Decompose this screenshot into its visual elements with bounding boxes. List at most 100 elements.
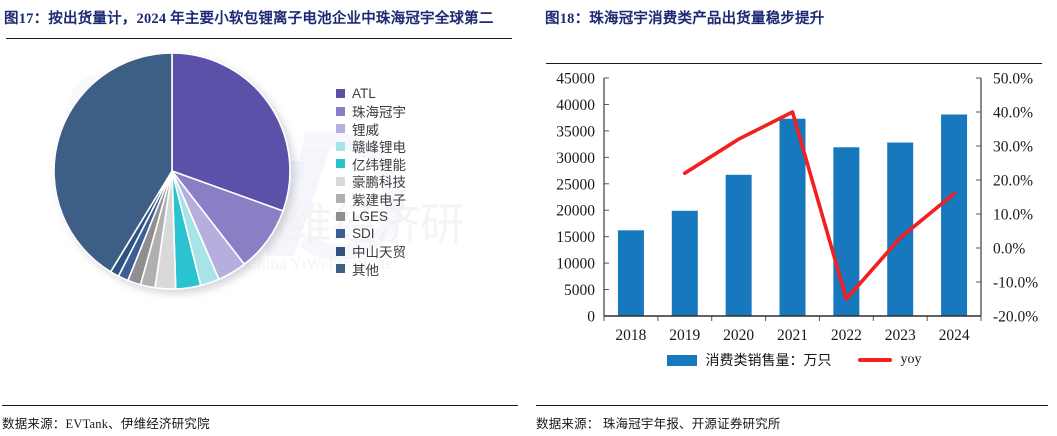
pie-legend-item: 珠海冠宇 [336, 103, 406, 121]
chart-axes [603, 78, 982, 317]
yoy-line [683, 110, 956, 301]
x-axis-tick-label: 2020 [723, 327, 754, 344]
pie-legend-swatch [336, 211, 345, 221]
bar-chart-legend: 消费类销售量：万只 yoy [538, 350, 1050, 370]
left-axis-tick-labels: 0 5000 10000 15000 20000 25000 30000 35000 40000… [556, 71, 595, 326]
bar-chart-area: 0 5000 10000 15000 20000 25000 30000 35000 40000… [538, 68, 1050, 398]
pie-slices [53, 52, 291, 290]
pie-legend-swatch [336, 194, 345, 204]
pie-legend-swatch [336, 89, 345, 99]
figure-17-panel: 图17：按出货量计，2024 年主要小软包锂离子电池企业中珠海冠宇全球第二 [0, 0, 528, 436]
figure-18-title: 图18：珠海冠宇消费类产品出货量稳步提升 [545, 11, 825, 27]
pie-legend-label: SDI [352, 226, 375, 242]
x-axis-tick-label: 2021 [777, 327, 808, 344]
legend-line-label: yoy [900, 352, 922, 367]
line-series [683, 110, 956, 301]
pie-chart [50, 49, 300, 299]
pie-legend-item: SDI [336, 225, 406, 243]
pie-legend-swatch [336, 229, 345, 239]
pie-legend-item: ATL [336, 85, 406, 103]
bar [725, 174, 752, 316]
right-axis-tick-label: 0.0% [993, 241, 1025, 258]
legend-item-bar: 消费类销售量：万只 [666, 350, 832, 370]
left-axis-tick-label: 20000 [556, 203, 595, 220]
left-axis-tick-label: 30000 [556, 150, 595, 167]
pie-legend-label: 亿纬锂能 [352, 157, 406, 173]
left-axis-tick-label: 0 [587, 309, 595, 326]
bar [671, 210, 698, 316]
legend-line-swatch [857, 358, 892, 362]
x-axis-tick-label: 2023 [885, 327, 916, 344]
pie-legend-item: 豪鹏科技 [336, 173, 406, 191]
bar [941, 114, 968, 316]
pie-legend-label: ATL [352, 86, 376, 102]
pie-legend-label: 紫建电子 [352, 192, 406, 208]
figure-17-title-rule [6, 38, 512, 39]
pie-legend-label: 其他 [352, 262, 379, 278]
left-axis-tick-label: 10000 [556, 256, 595, 273]
legend-bar-label: 消费类销售量：万只 [705, 354, 832, 369]
pie-chart-svg [53, 52, 291, 290]
x-axis-tick-label: 2019 [669, 327, 700, 344]
bar-series [617, 114, 968, 316]
legend-bar-swatch [666, 354, 697, 366]
right-axis-tick-label: 20.0% [993, 173, 1033, 190]
pie-legend-item: 中山天贸 [336, 243, 406, 261]
x-axis-tick-label: 2022 [831, 327, 862, 344]
left-axis-tick-label: 5000 [564, 282, 595, 299]
right-axis-tick-label: 30.0% [993, 139, 1033, 156]
pie-legend-label: 豪鹏科技 [352, 175, 406, 191]
pie-legend-swatch [336, 141, 345, 151]
right-axis-tick-labels: -20.0% -10.0% 0.0% 10.0% 20.0% 30.0% 40.0% 50.0… [993, 71, 1038, 326]
pie-legend-label: 锂威 [352, 122, 379, 138]
left-axis-tick-label: 40000 [556, 97, 595, 114]
left-axis-tick-label: 15000 [556, 229, 595, 246]
figure-18-panel: 图18：珠海冠宇消费类产品出货量稳步提升 0 5000 10000 15000 2000… [528, 0, 1056, 436]
pie-legend-swatch [336, 159, 345, 169]
right-axis-tick-label: 40.0% [993, 105, 1033, 122]
right-axis-tick-label: -10.0% [993, 275, 1038, 292]
x-axis-tick-label: 2018 [615, 327, 646, 344]
pie-legend: ATL 珠海冠宇 锂威赣峰锂电 亿纬锂能豪鹏科技 紫建电子 LGES SDI 中山天贸 其他 [336, 85, 406, 278]
pie-legend-item: 锂威 [336, 120, 406, 138]
figure-17-title: 图17：按出货量计，2024 年主要小软包锂离子电池企业中珠海冠宇全球第二 [4, 11, 494, 27]
pie-slice [171, 52, 291, 212]
figure-18-source-text: 数据来源： 珠海冠宇年报、开源证券研究所 [536, 417, 781, 431]
pie-legend-swatch [336, 246, 345, 256]
bar [617, 230, 644, 316]
pie-legend-item: 紫建电子 [336, 190, 406, 208]
x-axis-tick-label: 2024 [939, 327, 970, 344]
pie-legend-label: 赣峰锂电 [352, 140, 406, 156]
figure-18-source-rule [536, 405, 1048, 406]
bar-line-chart-svg: 0 5000 10000 15000 20000 25000 30000 35000 40000… [556, 71, 1038, 345]
pie-legend-label: 中山天贸 [352, 245, 406, 261]
figure-17-source-block: 数据来源：EVTank、伊维经济研究院 [0, 405, 528, 432]
pie-legend-swatch [336, 106, 345, 116]
pie-legend-item: 亿纬锂能 [336, 155, 406, 173]
pie-legend-swatch [336, 124, 345, 134]
pie-legend-item: 赣峰锂电 [336, 138, 406, 156]
axis-tick-marks [603, 77, 982, 321]
pie-legend-item: 其他 [336, 260, 406, 278]
pie-legend-label: 珠海冠宇 [352, 105, 406, 121]
right-axis-tick-label: -20.0% [993, 309, 1038, 326]
figure-17-source-rule [2, 405, 518, 406]
right-axis-tick-label: 50.0% [993, 71, 1033, 88]
bar [779, 118, 806, 316]
right-axis-tick-label: 10.0% [993, 207, 1033, 224]
pie-legend-label: LGES [352, 208, 389, 224]
figure-18-title-rule [546, 63, 1042, 64]
left-axis-tick-label: 25000 [556, 176, 595, 193]
legend-item-line: yoy [857, 352, 922, 368]
pie-legend-swatch [336, 264, 345, 274]
left-axis-tick-label: 45000 [556, 71, 595, 88]
left-axis-tick-label: 35000 [556, 123, 595, 140]
x-axis-tick-labels: 2018 2019 2020 2021 2022 2023 2024 [615, 327, 969, 344]
figure-18-source-block: 数据来源： 珠海冠宇年报、开源证券研究所 [528, 405, 1056, 432]
pie-legend-item: LGES [336, 208, 406, 226]
pie-legend-swatch [336, 176, 345, 186]
pie-slice [53, 52, 173, 273]
pie-chart-area: 伊维 智库 伊维经济研 China YiWei Institute [4, 41, 522, 357]
figure-17-source-text: 数据来源：EVTank、伊维经济研究院 [2, 417, 210, 431]
